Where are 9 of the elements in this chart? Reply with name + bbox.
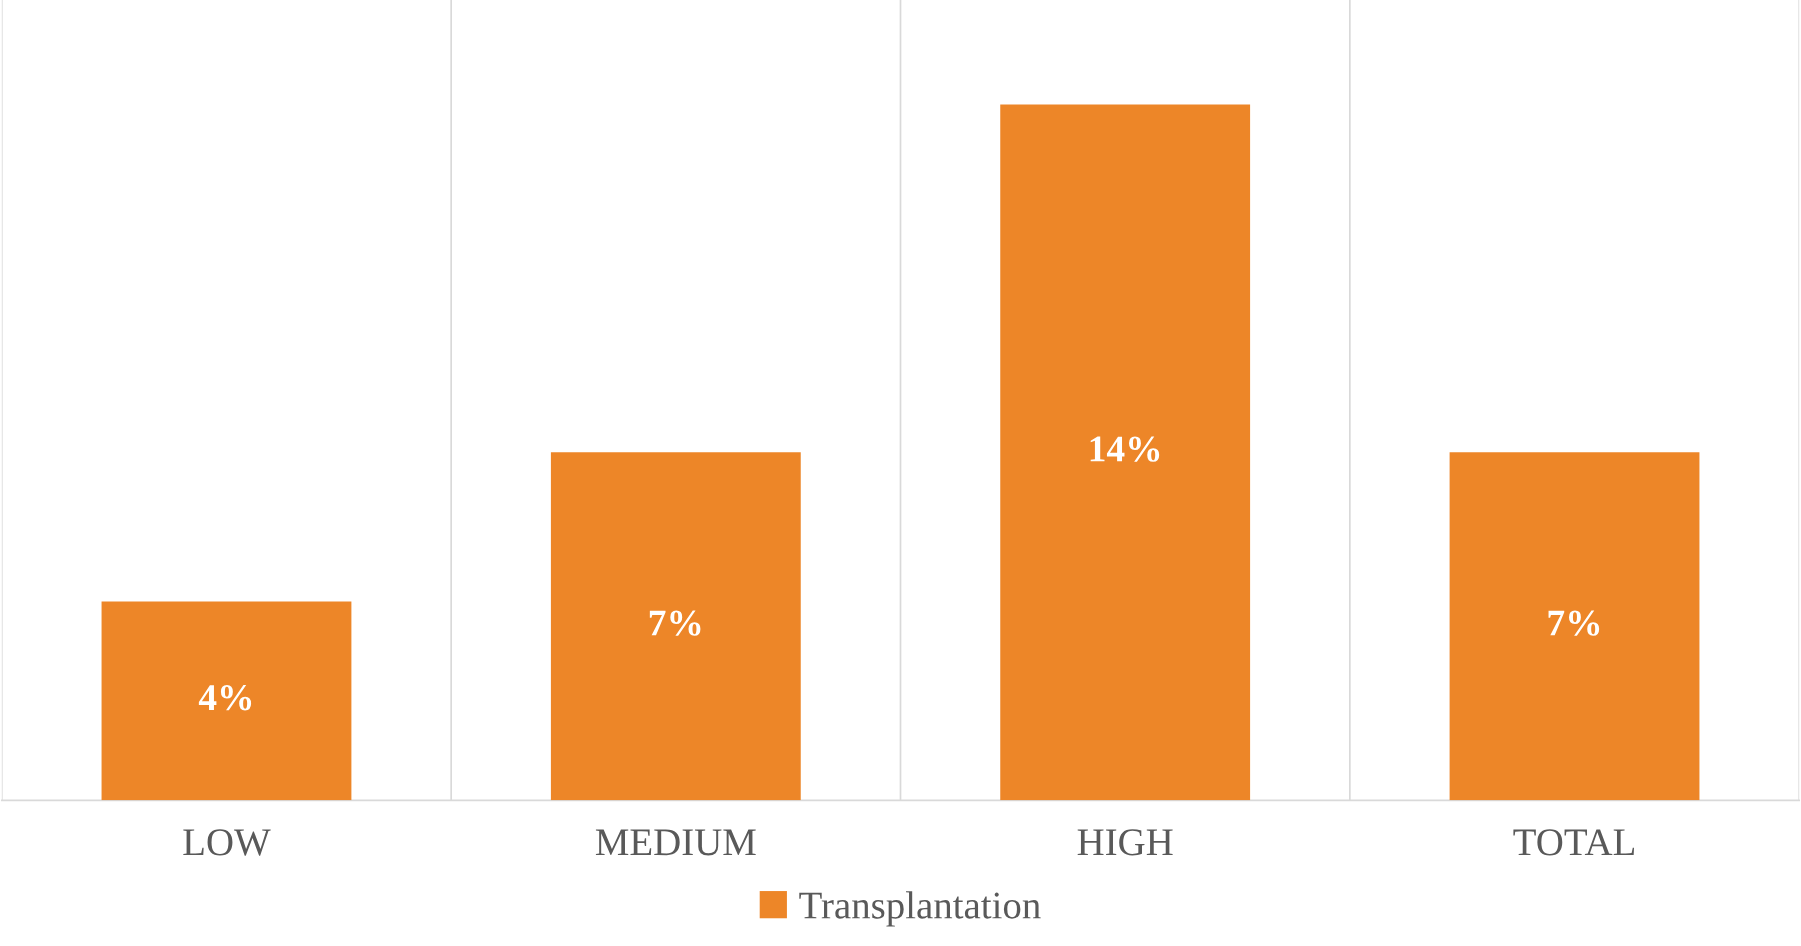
x-tick-label: MEDIUM — [595, 829, 756, 856]
data-label: 4% — [198, 684, 252, 711]
x-tick-label: TOTAL — [1513, 829, 1635, 856]
legend-label: Transplantation — [799, 891, 1041, 927]
data-label: 7% — [649, 610, 701, 636]
data-label: 7% — [1548, 610, 1600, 636]
x-tick-label: LOW — [183, 829, 271, 856]
data-label: 14% — [1090, 436, 1160, 462]
x-tick-label: HIGH — [1077, 829, 1173, 856]
